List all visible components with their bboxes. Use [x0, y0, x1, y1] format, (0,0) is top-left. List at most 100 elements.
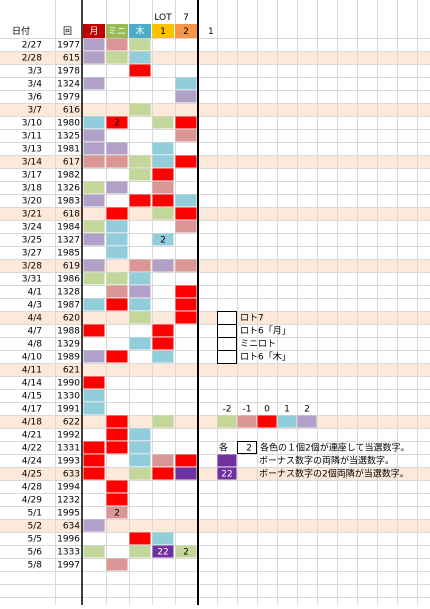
- cell: [106, 441, 128, 454]
- number: 1331: [57, 444, 80, 454]
- cell: [152, 155, 174, 168]
- cell: [175, 207, 197, 220]
- date: 3/20: [22, 197, 42, 207]
- cell: [83, 194, 105, 207]
- scale-swatch: [217, 415, 237, 428]
- header-cell: [175, 24, 197, 38]
- number: 1993: [57, 457, 80, 467]
- row-highlight: [0, 259, 430, 272]
- date: 3/27: [22, 249, 42, 259]
- date: 3/13: [22, 145, 42, 155]
- scale-label: -1: [243, 405, 252, 415]
- date: 5/2: [28, 522, 42, 532]
- date: 3/25: [22, 236, 42, 246]
- header-number: 回: [63, 26, 72, 37]
- cell: [83, 519, 105, 532]
- cell: [83, 233, 105, 246]
- scale-swatch: [277, 415, 297, 428]
- cell: [175, 285, 197, 298]
- cell: [129, 337, 151, 350]
- cell: [175, 155, 197, 168]
- number: 634: [63, 522, 80, 532]
- date: 4/10: [22, 353, 42, 363]
- cell: [106, 181, 128, 194]
- date: 2/28: [22, 54, 42, 64]
- date: 3/18: [22, 184, 42, 194]
- note-prefix: 各: [219, 442, 228, 454]
- cell: [106, 493, 128, 506]
- cell: [152, 116, 174, 129]
- date: 4/24: [22, 457, 42, 467]
- date: 3/14: [22, 158, 42, 168]
- cell: [106, 233, 128, 246]
- cell: [83, 272, 105, 285]
- date: 3/31: [22, 275, 42, 285]
- cell: [83, 181, 105, 194]
- number: 1982: [57, 171, 80, 181]
- cell: [175, 311, 197, 324]
- date: 4/22: [22, 444, 42, 454]
- number: 1984: [57, 223, 80, 233]
- number: 633: [63, 470, 80, 480]
- row-highlight: [0, 467, 430, 480]
- scale-swatch: [237, 415, 257, 428]
- cell: [129, 532, 151, 545]
- number: 616: [63, 106, 80, 116]
- cell: [83, 454, 105, 467]
- cell: [152, 207, 174, 220]
- legend-box: [217, 324, 237, 338]
- cell: [83, 220, 105, 233]
- number: 617: [63, 158, 80, 168]
- cell: [106, 246, 128, 259]
- cell: [106, 51, 128, 64]
- cell: [106, 272, 128, 285]
- cell: [83, 51, 105, 64]
- number: 1330: [57, 392, 80, 402]
- number: 1990: [57, 379, 80, 389]
- legend-box: [217, 350, 237, 364]
- cell: [175, 194, 197, 207]
- date: 3/6: [28, 93, 43, 103]
- cell: [152, 454, 174, 467]
- header-date: 日付: [12, 26, 30, 37]
- note-line: ボーナス数字の両隣が当選数字。: [259, 455, 394, 467]
- cell: [175, 77, 197, 90]
- number: 1979: [57, 93, 80, 103]
- date: 4/7: [28, 327, 42, 337]
- date: 3/4: [28, 80, 43, 90]
- cell: [129, 168, 151, 181]
- date: 4/28: [22, 483, 42, 493]
- header-label: 1: [160, 27, 166, 37]
- cell: [106, 142, 128, 155]
- cell: [83, 350, 105, 363]
- cell: [106, 155, 128, 168]
- cell: [129, 441, 151, 454]
- header-label: 2: [183, 27, 189, 37]
- number: 622: [63, 418, 80, 428]
- date: 4/14: [22, 379, 42, 389]
- cell: [83, 298, 105, 311]
- cell: [106, 506, 128, 519]
- cell: [129, 298, 151, 311]
- scale-label: 0: [264, 405, 270, 415]
- header-label: ミニ: [108, 27, 126, 37]
- cell: [129, 272, 151, 285]
- number: 619: [63, 262, 80, 272]
- cell: [175, 454, 197, 467]
- cell: [175, 467, 197, 480]
- legend-label: ロト6「木」: [240, 351, 291, 363]
- number: 1983: [57, 197, 80, 207]
- note-swatch-label: 22: [221, 470, 232, 480]
- cell: [106, 285, 128, 298]
- cell: [152, 142, 174, 155]
- number: 1988: [57, 327, 80, 337]
- number: 1981: [57, 145, 80, 155]
- number: 615: [63, 54, 80, 64]
- note-line: 各色の１個2個が連座して当選数字。: [260, 442, 409, 454]
- cell: [106, 558, 128, 571]
- date: 4/18: [22, 418, 42, 428]
- date: 4/15: [22, 392, 42, 402]
- date: 3/24: [22, 223, 42, 233]
- cell: [83, 467, 105, 480]
- note-swatch: [217, 454, 237, 467]
